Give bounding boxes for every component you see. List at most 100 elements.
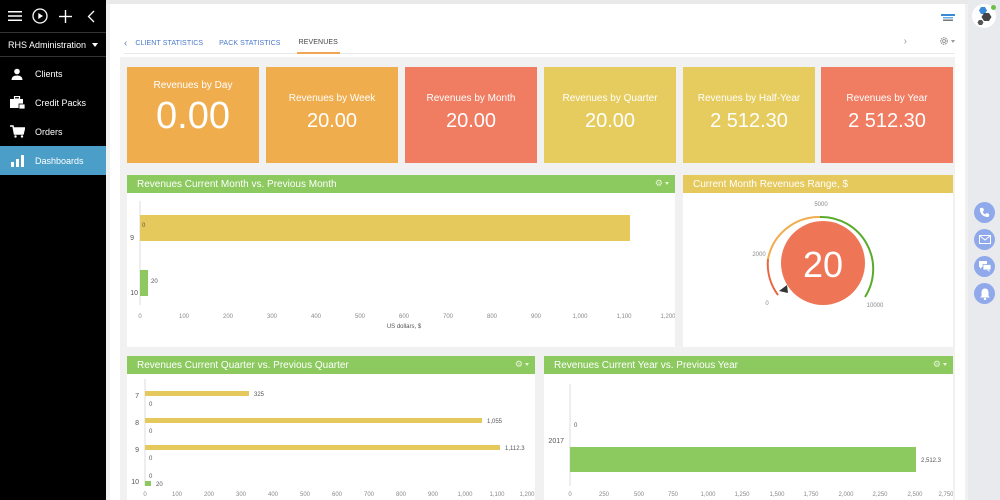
kpi-revenues-by-year[interactable]: Revenues by Year 2 512.30 (821, 67, 953, 163)
plus-icon[interactable] (58, 8, 74, 24)
chevron-down-icon (525, 363, 529, 366)
svg-text:9: 9 (130, 235, 134, 242)
panel-title: Revenues Current Quarter vs. Previous Qu… (137, 359, 349, 371)
kpi-revenues-by-week[interactable]: Revenues by Week 20.00 (266, 67, 398, 163)
gear-icon: ⚙ (514, 359, 523, 369)
panel-header: Revenues Current Year vs. Previous Year … (544, 356, 953, 374)
chevron-down-icon (943, 363, 947, 366)
svg-text:0: 0 (568, 492, 572, 498)
svg-text:600: 600 (399, 314, 410, 320)
user-icon (9, 67, 25, 81)
cart-icon (9, 125, 25, 139)
kpi-revenues-by-day[interactable]: Revenues by Day 0.00 (127, 67, 259, 163)
svg-text:325: 325 (254, 392, 265, 398)
quarter-bar-chart: 7 325 0 8 1,055 0 9 1,112.3 0 0 10 20 (131, 379, 535, 498)
svg-text:20: 20 (151, 279, 158, 285)
sidebar-item-dashboards[interactable]: Dashboards (0, 146, 106, 175)
svg-text:300: 300 (236, 492, 247, 498)
kpi-label: Revenues by Year (846, 93, 928, 104)
panel-header: Revenues Current Quarter vs. Previous Qu… (127, 356, 535, 374)
envelope-icon (978, 235, 991, 244)
svg-text:1,750: 1,750 (803, 492, 819, 498)
sidebar-item-orders[interactable]: Orders (0, 117, 106, 146)
year-bar-chart: 0 2017 2,512.3 0 250 500 750 1,000 1,250… (548, 384, 953, 498)
sidebar-item-clients[interactable]: Clients (0, 59, 106, 88)
panel-settings-button[interactable]: ⚙ (515, 359, 529, 370)
svg-text:8: 8 (135, 420, 139, 427)
avatar[interactable] (972, 4, 996, 28)
svg-text:10: 10 (131, 479, 139, 486)
x-axis: 0 250 500 750 1,000 1,250 1,500 1,750 2,… (568, 492, 953, 498)
svg-text:300: 300 (267, 314, 278, 320)
sidebar-item-credit-packs[interactable]: Credit Packs (0, 88, 106, 117)
gauge-needle-icon (779, 285, 788, 293)
kpi-revenues-by-month[interactable]: Revenues by Month 20.00 (405, 67, 537, 163)
chat-icon (978, 261, 991, 272)
settings-menu-button[interactable] (939, 36, 955, 46)
panel-month-range-gauge: Current Month Revenues Range, $ 20 0 200… (683, 175, 953, 347)
sidebar: RHS Administration Clients Credit Packs … (0, 0, 106, 500)
gear-icon (940, 37, 948, 45)
panel-header: Revenues Current Month vs. Previous Mont… (127, 175, 675, 193)
panel-title: Revenues Current Month vs. Previous Mont… (137, 178, 337, 190)
gear-icon: ⚙ (654, 178, 663, 188)
svg-text:0: 0 (138, 314, 142, 320)
svg-text:20: 20 (156, 482, 163, 488)
svg-text:0: 0 (149, 474, 153, 480)
menu-icon[interactable] (7, 8, 23, 24)
chevron-down-icon (92, 42, 98, 47)
chevron-down-icon (665, 182, 669, 185)
panel-settings-button[interactable]: ⚙ (655, 178, 669, 189)
svg-text:2,000: 2,000 (838, 492, 854, 498)
svg-text:800: 800 (396, 492, 407, 498)
svg-text:900: 900 (531, 314, 542, 320)
brand-logo-icon (941, 14, 955, 21)
month-bar-chart: 0 9 20 10 0 100 200 300 400 500 600 700 (130, 201, 675, 330)
panel-settings-button[interactable]: ⚙ (933, 359, 947, 370)
tab-client-statistics[interactable]: CLIENT STATISTICS (135, 40, 204, 47)
svg-text:0: 0 (149, 402, 153, 408)
svg-text:2,750: 2,750 (938, 492, 953, 498)
gauge-value: 20 (803, 244, 843, 285)
workspace-label: RHS Administration (8, 39, 87, 50)
svg-text:400: 400 (268, 492, 279, 498)
tab-revenues[interactable]: REVENUES (296, 34, 340, 54)
bar-chart-icon (9, 154, 25, 168)
svg-text:2,500: 2,500 (907, 492, 923, 498)
kpi-revenues-by-quarter[interactable]: Revenues by Quarter 20.00 (544, 67, 676, 163)
svg-text:100: 100 (179, 314, 190, 320)
play-icon[interactable] (32, 8, 48, 24)
x-axis: 0 100 200 300 400 500 600 700 800 900 1,… (138, 314, 675, 330)
phone-button[interactable] (974, 202, 995, 223)
chevron-right-icon[interactable]: › (903, 36, 907, 47)
collapse-icon[interactable] (83, 8, 99, 24)
svg-text:0: 0 (765, 301, 769, 307)
svg-text:0: 0 (149, 429, 153, 435)
notifications-button[interactable] (974, 283, 995, 304)
sidebar-item-label: Dashboards (35, 155, 84, 166)
svg-text:10000: 10000 (867, 303, 884, 309)
chat-button[interactable] (974, 256, 995, 277)
svg-text:600: 600 (332, 492, 343, 498)
gear-icon: ⚙ (932, 359, 941, 369)
right-rail (968, 0, 1000, 500)
sidebar-item-label: Orders (35, 126, 63, 137)
revenue-gauge: 20 0 2000 5000 10000 (752, 202, 884, 309)
svg-text:1,250: 1,250 (734, 492, 750, 498)
x-axis-label: US dollars, $ (387, 324, 422, 330)
workspace-dropdown[interactable]: RHS Administration (0, 33, 106, 57)
bar-curr-10 (140, 270, 148, 296)
email-button[interactable] (974, 229, 995, 250)
svg-text:250: 250 (599, 492, 610, 498)
kpi-revenues-by-half-year[interactable]: Revenues by Half-Year 2 512.30 (683, 67, 815, 163)
svg-text:500: 500 (355, 314, 366, 320)
svg-text:0: 0 (574, 423, 578, 429)
kpi-value: 2 512.30 (848, 110, 926, 132)
chevron-left-icon[interactable]: ‹ (124, 38, 128, 49)
bell-icon (979, 288, 990, 300)
svg-text:200: 200 (204, 492, 215, 498)
svg-text:750: 750 (668, 492, 679, 498)
svg-text:700: 700 (443, 314, 454, 320)
tab-pack-statistics[interactable]: PACK STATISTICS (219, 40, 281, 47)
